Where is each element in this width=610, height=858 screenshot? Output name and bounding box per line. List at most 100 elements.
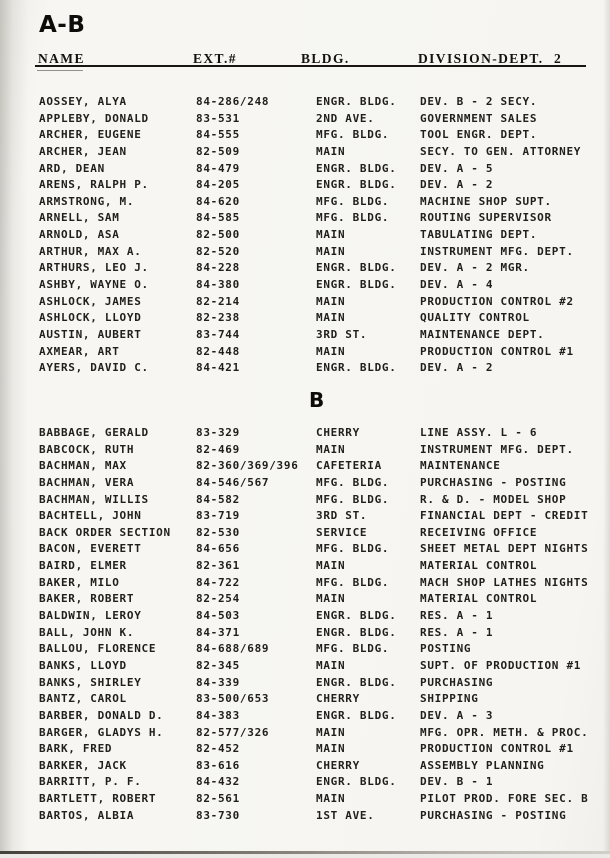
- extension-cell: 82-448: [196, 344, 240, 358]
- name-cell: AYERS, DAVID C.: [39, 361, 149, 375]
- extension-cell: 84-286/248: [196, 95, 270, 108]
- division-dept-cell: SECY. TO GEN. ATTORNEY: [420, 144, 582, 158]
- table-row: BAIRD, ELMER 82-361 MAIN MATERIAL CONTRO…: [0, 558, 610, 575]
- name-cell: BARTOS, ALBIA: [39, 808, 135, 822]
- building-cell: MFG. BLDG.: [316, 542, 390, 556]
- building-cell: MFG. BLDG.: [316, 128, 390, 142]
- table-row: BACHMAN, MAX 82-360/369/396 CAFETERIA MA…: [0, 458, 610, 475]
- division-dept-cell: MAINTENANCE: [420, 459, 501, 473]
- extension-cell: 82-360/369/396: [196, 459, 299, 473]
- building-cell: MAIN: [316, 742, 346, 756]
- table-row: BAKER, MILO 84-722 MFG. BLDG. MACH SHOP …: [0, 575, 610, 592]
- division-dept-cell: PRODUCTION CONTROL #2: [420, 294, 574, 308]
- extension-cell: 82-520: [196, 244, 240, 258]
- extension-cell: 82-214: [196, 294, 240, 308]
- building-cell: 3RD ST.: [316, 509, 368, 523]
- scan-bottom-edge-shadow: [0, 849, 610, 858]
- building-cell: 2ND AVE.: [316, 111, 375, 125]
- name-cell: BACHMAN, MAX: [39, 459, 127, 473]
- name-cell: BABCOCK, RUTH: [39, 442, 135, 456]
- table-row: AOSSEY, ALYA 84-286/248 ENGR. BLDG. DEV.…: [0, 94, 610, 111]
- division-dept-cell: MATERIAL CONTROL: [420, 592, 538, 606]
- extension-cell: 83-329: [196, 426, 240, 439]
- extension-cell: 84-371: [196, 625, 240, 639]
- table-row: BARK, FRED 82-452 MAIN PRODUCTION CONTRO…: [0, 741, 610, 758]
- table-row: ARCHER, JEAN 82-509 MAIN SECY. TO GEN. A…: [0, 144, 610, 161]
- extension-cell: 83-616: [196, 758, 240, 772]
- extension-cell: 84-503: [196, 609, 240, 623]
- extension-cell: 84-339: [196, 675, 240, 689]
- division-dept-cell: GOVERNMENT SALES: [420, 111, 538, 125]
- division-dept-cell: MACH SHOP LATHES NIGHTS: [420, 575, 589, 589]
- table-row: BACHTELL, JOHN 83-719 3RD ST. FINANCIAL …: [0, 508, 610, 525]
- name-cell: BACON, EVERETT: [39, 542, 142, 556]
- table-row: BARBER, DONALD D. 84-383 ENGR. BLDG. DEV…: [0, 708, 610, 725]
- building-cell: ENGR. BLDG.: [316, 95, 397, 108]
- extension-cell: 82-561: [196, 792, 240, 806]
- division-dept-cell: DEV. A - 5: [420, 161, 494, 175]
- extension-cell: 82-530: [196, 525, 240, 539]
- name-cell: BACK ORDER SECTION: [39, 525, 171, 539]
- building-cell: MFG. BLDG.: [316, 194, 390, 208]
- name-cell: BAKER, MILO: [39, 575, 120, 589]
- building-cell: MAIN: [316, 658, 346, 672]
- building-cell: CHERRY: [316, 692, 360, 706]
- name-cell: ARCHER, JEAN: [39, 144, 127, 158]
- table-row: ASHBY, WAYNE O. 84-380 ENGR. BLDG. DEV. …: [0, 277, 610, 294]
- building-cell: MFG. BLDG.: [316, 642, 390, 656]
- name-cell: BACHTELL, JOHN: [39, 509, 142, 523]
- table-row: AUSTIN, AUBERT 83-744 3RD ST. MAINTENANC…: [0, 327, 610, 344]
- name-cell: BAKER, ROBERT: [39, 592, 135, 606]
- name-cell: ARENS, RALPH P.: [39, 178, 149, 192]
- extension-cell: 82-500: [196, 228, 240, 242]
- name-cell: BARBER, DONALD D.: [39, 708, 164, 722]
- building-cell: ENGR. BLDG.: [316, 675, 397, 689]
- extension-cell: 84-555: [196, 128, 240, 142]
- table-row: BALL, JOHN K. 84-371 ENGR. BLDG. RES. A …: [0, 625, 610, 642]
- table-row: BANKS, SHIRLEY 84-339 ENGR. BLDG. PURCHA…: [0, 675, 610, 692]
- division-dept-cell: POSTING: [420, 642, 472, 656]
- name-cell: ARTHUR, MAX A.: [39, 244, 142, 258]
- name-cell: AXMEAR, ART: [39, 344, 120, 358]
- division-dept-cell: LINE ASSY. L - 6: [420, 426, 538, 439]
- division-dept-cell: DEV. A - 2: [420, 361, 494, 375]
- extension-cell: 84-585: [196, 211, 240, 225]
- table-row: BABCOCK, RUTH 82-469 MAIN INSTRUMENT MFG…: [0, 442, 610, 459]
- division-dept-cell: DEV. A - 4: [420, 278, 494, 292]
- building-cell: ENGR. BLDG.: [316, 178, 397, 192]
- name-cell: ARTHURS, LEO J.: [39, 261, 149, 275]
- division-dept-cell: RECEIVING OFFICE: [420, 525, 538, 539]
- building-cell: MFG. BLDG.: [316, 575, 390, 589]
- table-row: BALLOU, FLORENCE 84-688/689 MFG. BLDG. P…: [0, 641, 610, 658]
- building-cell: ENGR. BLDG.: [316, 775, 397, 789]
- building-cell: MAIN: [316, 228, 346, 242]
- building-cell: MAIN: [316, 344, 346, 358]
- division-dept-cell: PURCHASING - POSTING: [420, 475, 567, 489]
- extension-cell: 84-582: [196, 492, 240, 506]
- building-cell: ENGR. BLDG.: [316, 625, 397, 639]
- division-dept-cell: DEV. A - 2 MGR.: [420, 261, 530, 275]
- name-cell: BARRITT, P. F.: [39, 775, 142, 789]
- table-row: BARRITT, P. F. 84-432 ENGR. BLDG. DEV. B…: [0, 774, 610, 791]
- table-row: ARTHUR, MAX A. 82-520 MAIN INSTRUMENT MF…: [0, 244, 610, 261]
- table-row: BACK ORDER SECTION 82-530 SERVICE RECEIV…: [0, 525, 610, 542]
- building-cell: MFG. BLDG.: [316, 492, 390, 506]
- table-row: ASHLOCK, LLOYD 82-238 MAIN QUALITY CONTR…: [0, 310, 610, 327]
- section-rows: AOSSEY, ALYA 84-286/248 ENGR. BLDG. DEV.…: [0, 94, 610, 377]
- table-row: BABBAGE, GERALD 83-329 CHERRY LINE ASSY.…: [0, 425, 610, 442]
- building-cell: MAIN: [316, 244, 346, 258]
- division-dept-cell: QUALITY CONTROL: [420, 311, 530, 325]
- division-dept-cell: TOOL ENGR. DEPT.: [420, 128, 538, 142]
- name-cell: BARK, FRED: [39, 742, 113, 756]
- name-cell: BACHMAN, WILLIS: [39, 492, 149, 506]
- division-dept-cell: MACHINE SHOP SUPT.: [420, 194, 552, 208]
- extension-cell: 83-531: [196, 111, 240, 125]
- table-row: ARCHER, EUGENE 84-555 MFG. BLDG. TOOL EN…: [0, 127, 610, 144]
- extension-cell: 82-238: [196, 311, 240, 325]
- extension-cell: 84-421: [196, 361, 240, 375]
- table-row: BARKER, JACK 83-616 CHERRY ASSEMBLY PLAN…: [0, 758, 610, 775]
- table-row: BACHMAN, WILLIS 84-582 MFG. BLDG. R. & D…: [0, 492, 610, 509]
- division-dept-cell: MFG. OPR. METH. & PROC.: [420, 725, 589, 739]
- extension-cell: 84-432: [196, 775, 240, 789]
